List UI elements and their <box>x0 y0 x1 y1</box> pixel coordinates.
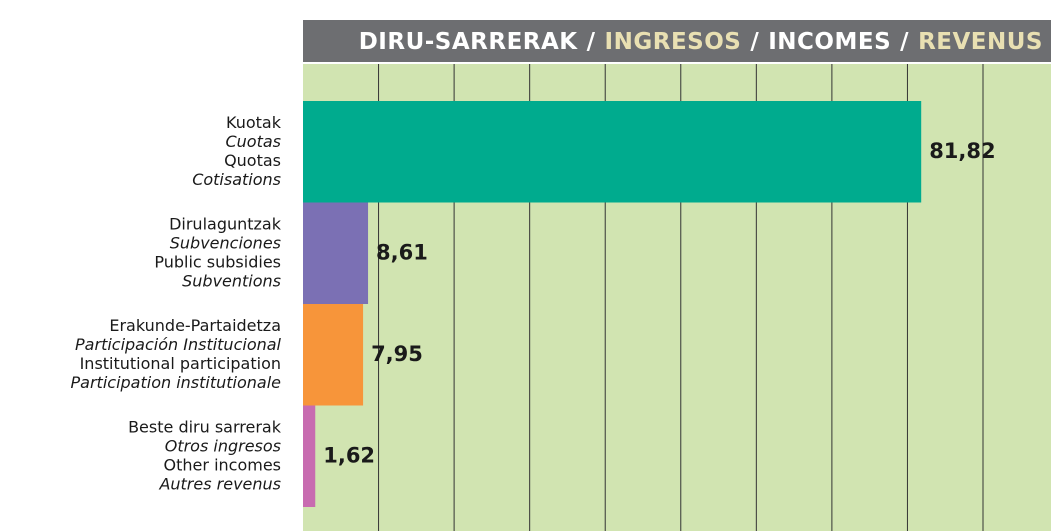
category-label: Dirulaguntzak <box>169 214 282 233</box>
category-label: Subvenciones <box>170 233 281 252</box>
value-label: 7,95 <box>371 342 423 366</box>
category-label: Subventions <box>182 271 281 290</box>
title-bar <box>303 20 1051 62</box>
chart-title: DIRU-SARRERAK / INGRESOS / INCOMES / REVENUS <box>359 29 1043 55</box>
category-label: Public subsidies <box>154 252 281 271</box>
category-label: Cotisations <box>192 170 281 189</box>
title-part: INCOMES <box>768 29 891 55</box>
value-label: 8,61 <box>376 240 428 264</box>
title-part: INGRESOS <box>605 29 742 55</box>
category-label: Participación Institucional <box>75 335 282 354</box>
value-label: 81,82 <box>929 139 995 163</box>
bar <box>303 202 369 304</box>
value-label: 1,62 <box>323 443 375 467</box>
title-part: DIRU-SARRERAK <box>359 29 579 55</box>
category-label: Cuotas <box>225 132 281 151</box>
title-part: / <box>900 29 909 55</box>
title-part: / <box>750 29 759 55</box>
category-label: Quotas <box>224 151 281 170</box>
category-label: Institutional participation <box>80 354 281 373</box>
category-label: Autres revenus <box>158 474 281 493</box>
category-label: Erakunde-Partaidetza <box>109 316 281 335</box>
bar <box>303 304 364 406</box>
category-label: Participation institutionale <box>71 373 282 392</box>
category-label: Other incomes <box>164 455 281 474</box>
bar <box>303 405 316 507</box>
category-label: Kuotak <box>226 113 282 132</box>
title-part: / <box>587 29 596 55</box>
bar <box>303 101 922 203</box>
title-part: REVENUS <box>918 29 1043 55</box>
category-label: Beste diru sarrerak <box>128 417 282 436</box>
category-label: Otros ingresos <box>165 436 281 455</box>
